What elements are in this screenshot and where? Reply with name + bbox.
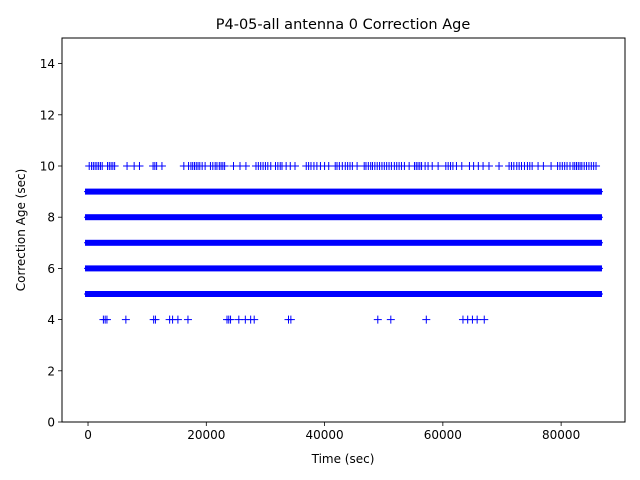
data-point: [495, 162, 504, 170]
y-tick-label: 8: [47, 211, 55, 225]
data-point: [373, 315, 382, 324]
data-point: [286, 315, 295, 324]
data-point: [123, 162, 132, 170]
data-point: [473, 315, 482, 324]
x-axis-label: Time (sec): [311, 452, 375, 466]
data-point: [422, 315, 431, 324]
y-axis-label: Correction Age (sec): [14, 169, 28, 292]
y-tick-label: 6: [47, 262, 55, 276]
chart-title: P4-05-all antenna 0 Correction Age: [216, 17, 471, 33]
x-tick-label: 80000: [542, 428, 580, 442]
x-tick-label: 20000: [187, 428, 225, 442]
x-tick-label: 0: [84, 428, 92, 442]
data-point: [102, 315, 111, 324]
x-tick-label: 40000: [305, 428, 343, 442]
data-point: [226, 315, 235, 324]
y-tick-label: 2: [47, 364, 55, 378]
x-axis-ticks: 0 20000 40000 60000 80000: [84, 422, 580, 442]
data-point: [151, 315, 160, 324]
y-tick-label: 12: [40, 108, 55, 122]
data-point: [220, 162, 229, 170]
data-point: [480, 315, 489, 324]
y-tick-label: 10: [40, 160, 55, 174]
data-point: [386, 315, 395, 324]
data-point: [110, 162, 119, 170]
data-point: [539, 162, 548, 170]
plot-frame: [61, 37, 626, 423]
data-point: [250, 315, 259, 324]
data-point: [592, 162, 601, 170]
data-point: [157, 162, 166, 170]
data-points: [84, 162, 603, 324]
data-point: [457, 162, 466, 170]
data-point: [173, 315, 182, 324]
y-tick-label: 4: [47, 313, 55, 327]
y-axis-ticks: 0 2 4 6 8 10 12 14: [40, 57, 62, 430]
data-point: [241, 162, 250, 170]
data-point: [291, 162, 300, 170]
data-point: [353, 162, 362, 170]
y-tick-label: 0: [47, 416, 55, 430]
data-point: [484, 162, 493, 170]
data-point: [434, 162, 443, 170]
data-point: [121, 315, 130, 324]
x-tick-label: 60000: [424, 428, 462, 442]
data-point: [135, 162, 144, 170]
y-tick-label: 14: [40, 57, 55, 71]
data-point: [183, 315, 192, 324]
